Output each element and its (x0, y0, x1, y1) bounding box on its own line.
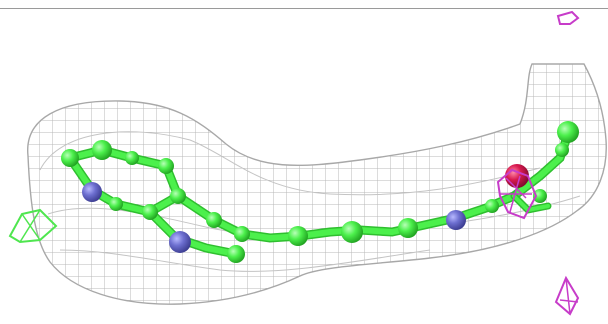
difference-density-blob (8, 10, 580, 316)
viewport-top-border (0, 8, 608, 9)
ligand-atoms (61, 121, 579, 263)
